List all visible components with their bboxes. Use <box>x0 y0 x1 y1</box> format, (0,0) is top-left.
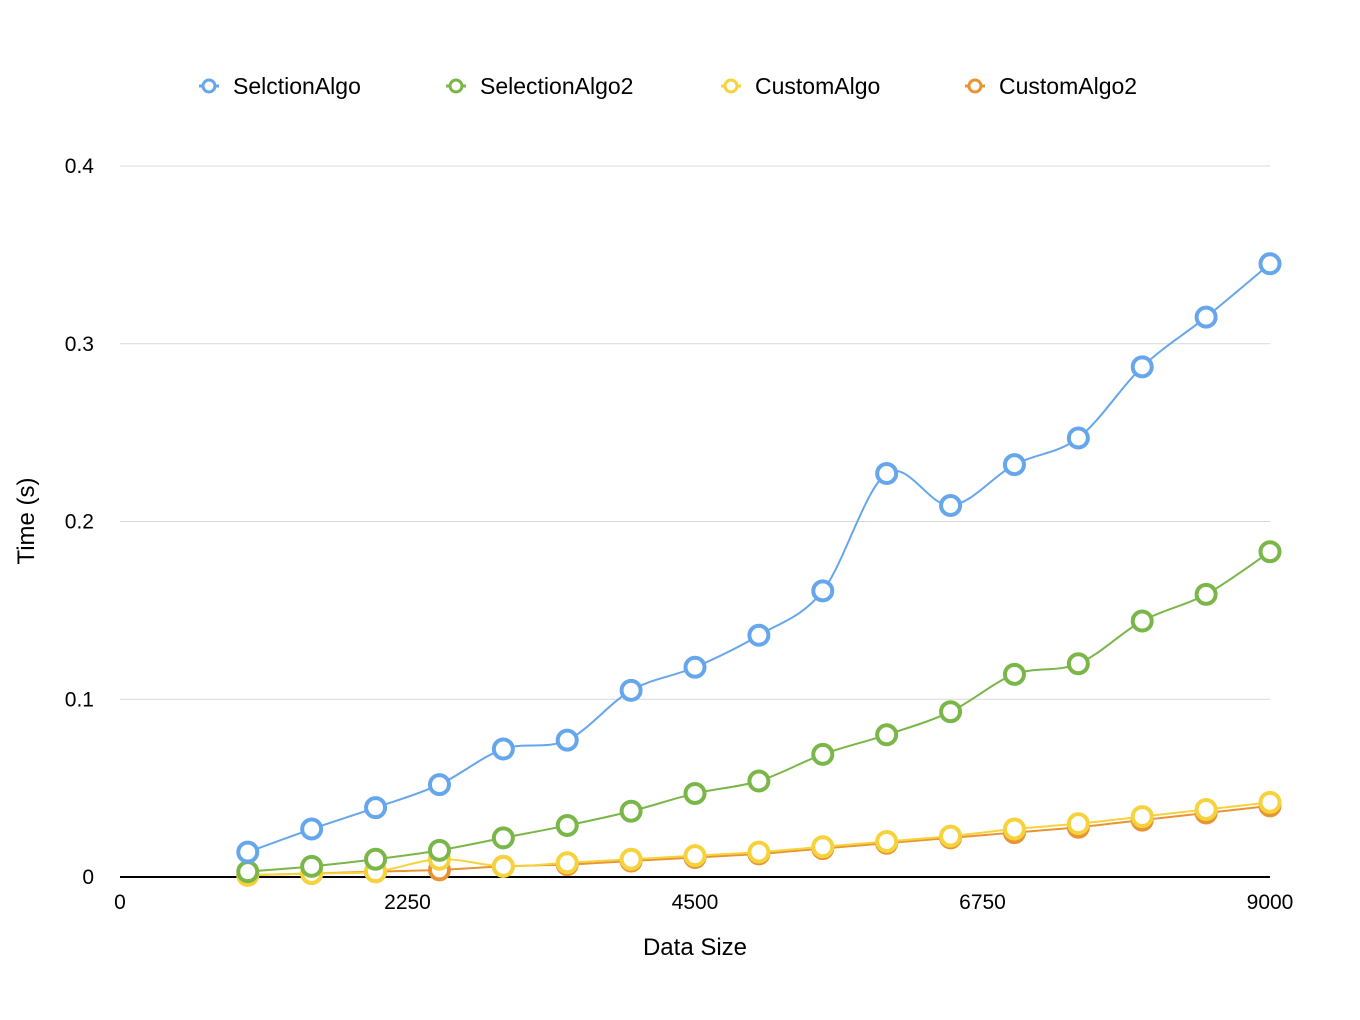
legend: SelctionAlgo SelectionAlgo2 CustomAlgo Cust… <box>199 73 1137 99</box>
data-point-selectionalgo2 <box>939 700 963 724</box>
data-point-customalgo <box>811 835 835 859</box>
x-tick-label: 6750 <box>959 891 1006 914</box>
data-point-customalgo <box>555 851 579 875</box>
data-point-selectionalgo2 <box>683 781 707 805</box>
y-axis-title: Time (s) <box>13 477 40 564</box>
data-point-selctionalgo <box>875 462 899 486</box>
data-point-selectionalgo2 <box>811 742 835 766</box>
legend-label: CustomAlgo2 <box>999 73 1137 99</box>
data-point-selctionalgo <box>1002 453 1026 477</box>
plot-area <box>236 252 1282 887</box>
data-point-selectionalgo2 <box>555 813 579 837</box>
data-point-selctionalgo <box>555 728 579 752</box>
data-point-selectionalgo2 <box>1002 662 1026 686</box>
data-point-selectionalgo2 <box>1130 609 1154 633</box>
legend-label: CustomAlgo <box>755 73 880 99</box>
data-point-selectionalgo2 <box>427 838 451 862</box>
data-point-selctionalgo <box>1258 252 1282 276</box>
data-point-selectionalgo2 <box>619 799 643 823</box>
series-selectionalgo2 <box>236 540 1282 884</box>
data-point-customalgo <box>683 844 707 868</box>
data-point-customalgo <box>491 854 515 878</box>
data-point-selctionalgo <box>619 678 643 702</box>
x-axis: 0 2250 4500 6750 9000 <box>114 891 1293 914</box>
data-point-selectionalgo2 <box>491 826 515 850</box>
data-point-customalgo <box>619 847 643 871</box>
data-point-customalgo <box>1194 797 1218 821</box>
data-point-customalgo <box>1258 790 1282 814</box>
y-axis: 0 0.1 0.2 0.3 0.4 <box>65 155 95 889</box>
data-point-customalgo <box>939 824 963 848</box>
y-tick-label: 0 <box>82 866 94 889</box>
data-point-customalgo <box>1130 805 1154 829</box>
data-point-selectionalgo2 <box>1066 652 1090 676</box>
data-point-selctionalgo <box>1130 355 1154 379</box>
legend-label: SelctionAlgo <box>233 73 361 99</box>
legend-item-selctionalgo: SelctionAlgo <box>199 73 361 99</box>
legend-item-customalgo2: CustomAlgo2 <box>965 73 1137 99</box>
data-point-customalgo <box>1066 812 1090 836</box>
data-point-customalgo <box>875 829 899 853</box>
data-point-selectionalgo2 <box>364 847 388 871</box>
data-point-selectionalgo2 <box>236 860 260 884</box>
data-point-customalgo <box>1002 817 1026 841</box>
data-point-selctionalgo <box>427 773 451 797</box>
data-point-selctionalgo <box>491 737 515 761</box>
data-point-selctionalgo <box>1066 426 1090 450</box>
legend-item-selectionalgo2: SelectionAlgo2 <box>446 73 633 99</box>
data-point-selectionalgo2 <box>1194 582 1218 606</box>
data-point-selctionalgo <box>300 817 324 841</box>
x-tick-label: 4500 <box>672 891 719 914</box>
x-tick-label: 2250 <box>384 891 431 914</box>
y-tick-label: 0.2 <box>65 511 94 534</box>
data-point-selctionalgo <box>236 840 260 864</box>
legend-swatch-marker <box>967 78 983 94</box>
legend-item-customalgo: CustomAlgo <box>721 73 880 99</box>
data-point-selctionalgo <box>939 494 963 518</box>
series-line-selctionalgo <box>246 262 1271 854</box>
data-point-selectionalgo2 <box>875 723 899 747</box>
data-point-selctionalgo <box>364 796 388 820</box>
grid <box>120 165 1270 878</box>
legend-swatch-marker <box>448 78 464 94</box>
x-tick-label: 0 <box>114 891 126 914</box>
x-axis-title: Data Size <box>643 934 747 961</box>
legend-label: SelectionAlgo2 <box>480 73 633 99</box>
data-point-selctionalgo <box>811 579 835 603</box>
legend-swatch-marker <box>201 78 217 94</box>
data-point-selectionalgo2 <box>747 769 771 793</box>
data-point-selctionalgo <box>747 623 771 647</box>
x-tick-label: 9000 <box>1247 891 1294 914</box>
data-point-selectionalgo2 <box>1258 540 1282 564</box>
y-tick-label: 0.3 <box>65 333 94 356</box>
y-tick-label: 0.4 <box>65 155 95 178</box>
data-point-selctionalgo <box>683 655 707 679</box>
data-point-selctionalgo <box>1194 305 1218 329</box>
data-point-customalgo <box>747 840 771 864</box>
series-selctionalgo <box>236 252 1282 864</box>
data-point-selectionalgo2 <box>300 854 324 878</box>
series-customalgo2 <box>236 794 1282 887</box>
y-tick-label: 0.1 <box>65 688 94 711</box>
legend-swatch-marker <box>723 78 739 94</box>
series-customalgo <box>236 790 1282 887</box>
